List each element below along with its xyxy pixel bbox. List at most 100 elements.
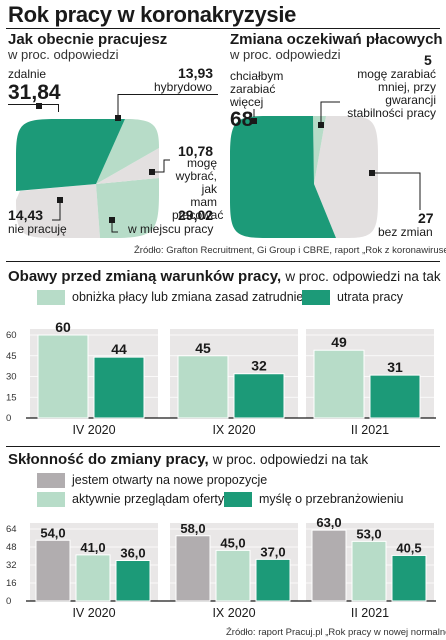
pie1-label-w-miejscu-pracy: w miejscu pracy <box>128 222 214 236</box>
bar1-legend-label-obnizka: obniżka płacy lub zmiana zasad zatrudnie… <box>72 290 321 304</box>
bar2-bar-1-2 <box>351 540 387 602</box>
pie1-value-zdalnie: 31,84 <box>8 81 61 104</box>
bar2-bar-1-1 <box>215 549 251 602</box>
bar1-heading: Obawy przed zmianą warunków pracy, w pro… <box>8 268 441 285</box>
bar1-chart-svg: 0 15 30 45 60 60 44 IV 2020 45 32 IX 2020 49 31 II 20… <box>6 319 436 437</box>
pie1-markers <box>36 103 155 223</box>
bar2-heading: Skłonność do zmiany pracy, w proc. odpow… <box>8 451 368 468</box>
bar2-bar-1-0 <box>75 554 111 602</box>
bar2-ytick-label: 48 <box>6 542 17 553</box>
pie1-value-moge-wybrac: 10,78 <box>178 143 214 159</box>
bar2-bar-0-0 <box>35 539 71 602</box>
bar2-ytick-label: 32 <box>6 560 17 571</box>
bar1-bar-0-2 <box>313 349 365 419</box>
bar2-value-label-1-2: 53,0 <box>356 526 381 541</box>
bar2-bar-2-2 <box>391 554 427 602</box>
bar2-ytick-label: 64 <box>6 524 17 535</box>
pie2-shape <box>230 116 378 238</box>
pie1-underline-tick <box>58 104 59 112</box>
pie1-label-zdalnie: zdalnie <box>8 67 47 81</box>
bar2-bar-0-1 <box>175 535 211 602</box>
bar1-value-label-0-0: 60 <box>55 319 71 335</box>
pie-charts-svg <box>16 94 421 238</box>
bar1-bar-0-0 <box>37 334 89 419</box>
bar2-legend-label-przebranzowienie: myślę o przebranżowieniu <box>259 492 404 506</box>
bar1-subtitle: w proc. odpowiedzi na tak <box>285 269 441 284</box>
pie2-label-wiecej: chciałbym zarabiać więcej <box>230 69 284 109</box>
bar2-title: Skłonność do zmiany pracy, <box>8 451 209 468</box>
bar1-ytick-label: 15 <box>6 392 17 403</box>
pie1-label-nie-pracuje: nie pracuję <box>8 222 67 236</box>
bar2-ytick-label: 16 <box>6 578 17 589</box>
pie1-title: Jak obecnie pracujesz <box>8 31 168 48</box>
bar2-value-label-1-0: 41,0 <box>80 540 105 555</box>
bar1-bar-1-0 <box>93 356 145 419</box>
pie2-markers <box>251 118 375 176</box>
bar2-legend-label-otwarty: jestem otwarty na nowe propozycje <box>72 473 268 487</box>
bar1-value-label-1-1: 32 <box>251 358 267 374</box>
bar2-value-label-0-2: 63,0 <box>316 515 341 530</box>
bar1-category-label-1: IX 2020 <box>212 423 255 437</box>
section-rule-1 <box>6 261 440 262</box>
bar1-bar-1-1 <box>233 373 285 419</box>
title-rule <box>6 28 440 29</box>
pie2-label-bez-zmian: bez zmian <box>378 225 433 239</box>
bar2-value-label-2-0: 36,0 <box>120 546 145 561</box>
bar2-value-label-2-1: 37,0 <box>260 544 285 559</box>
bar2-value-label-2-2: 40,5 <box>396 540 421 555</box>
pie2-leaders <box>253 101 421 210</box>
pie1-value-w-miejscu-pracy: 29,02 <box>178 207 214 223</box>
bar1-ytick-label: 0 <box>6 413 11 424</box>
bar2-category-label-1: IX 2020 <box>212 606 255 620</box>
pie2-slice-bez-zmian <box>314 116 378 238</box>
pie1-underline <box>8 104 58 105</box>
bar2-ytick-label: 0 <box>6 596 11 607</box>
bar1-value-label-1-0: 44 <box>111 341 127 357</box>
page-title: Rok pracy w koronakryzysie <box>8 2 297 27</box>
pie2-label-mniej: mogę zarabiać mniej, przy gwarancji stab… <box>347 67 436 120</box>
pie1-label-hybrydowo: hybrydowo <box>154 80 213 94</box>
pie2-subtitle: w proc. odpowiedzi <box>230 47 341 62</box>
bar2-bar-2-1 <box>255 558 291 602</box>
pie1-value-nie-pracuje: 14,43 <box>8 207 44 223</box>
bar2-legend-label-przegladam: aktywnie przeglądam oferty <box>72 492 225 506</box>
bar2-bar-2-0 <box>115 560 151 602</box>
bar1-legend-swatch-utrata <box>302 290 330 305</box>
bar1-title: Obawy przed zmianą warunków pracy, <box>8 268 282 285</box>
pie2-value-wiecej: 68 <box>230 108 254 131</box>
bar1-value-label-0-2: 49 <box>331 334 347 350</box>
bar1-category-label-2: II 2021 <box>351 423 389 437</box>
pie1-subtitle: w proc. odpowiedzi <box>8 47 119 62</box>
bar1-category-label-0: IV 2020 <box>72 423 115 437</box>
bar2-subtitle: w proc. odpowiedzi na tak <box>212 452 369 467</box>
bar1-bar-0-1 <box>177 355 229 419</box>
bar2-legend-swatch-przegladam <box>37 492 65 507</box>
pie2-title: Zmiana oczekiwań płacowych <box>230 31 443 48</box>
source-1: Źródło: Grafton Recruitment, Gi Group i … <box>134 245 446 256</box>
section-rule-2 <box>6 446 440 447</box>
pie1-value-hybrydowo: 13,93 <box>178 65 214 81</box>
pie2-value-mniej: 5 <box>424 52 432 68</box>
pie1-slice-zdalnie <box>16 119 125 191</box>
bar1-value-label-1-2: 31 <box>387 359 403 375</box>
pie2-slice-zarabiac-mniej <box>313 116 326 184</box>
pie1-slice-nie-pracuje <box>16 184 100 238</box>
bar2-value-label-0-0: 54,0 <box>40 525 65 540</box>
bar1-legend-label-utrata: utrata pracy <box>337 290 404 304</box>
bar2-chart-svg: 0 16 32 48 64 54,0 41,0 36,0 IV 2020 58,0 45,0 37,0… <box>6 515 436 620</box>
bar2-bar-0-2 <box>311 529 347 602</box>
bar2-legend-swatch-przebranzowienie <box>224 492 252 507</box>
bar1-bar-1-2 <box>369 374 421 419</box>
pie2-value-bez-zmian: 27 <box>418 210 434 226</box>
bar2-legend-swatch-otwarty <box>37 473 65 488</box>
bar1-ytick-label: 60 <box>6 330 17 341</box>
pie1-slice-hybrydowo <box>96 119 159 184</box>
bar2-category-label-2: II 2021 <box>351 606 389 620</box>
pie2-slice-zarabiac-wiecej <box>230 116 336 238</box>
bar1-ytick-label: 30 <box>6 372 17 383</box>
pie1-leaders <box>52 94 170 233</box>
bar2-value-label-1-1: 45,0 <box>220 535 245 550</box>
bar1-legend-swatch-obnizka <box>37 290 65 305</box>
source-2: Źródło: raport Pracuj.pl „Rok pracy w no… <box>226 627 446 638</box>
bar1-value-label-0-1: 45 <box>195 340 211 356</box>
